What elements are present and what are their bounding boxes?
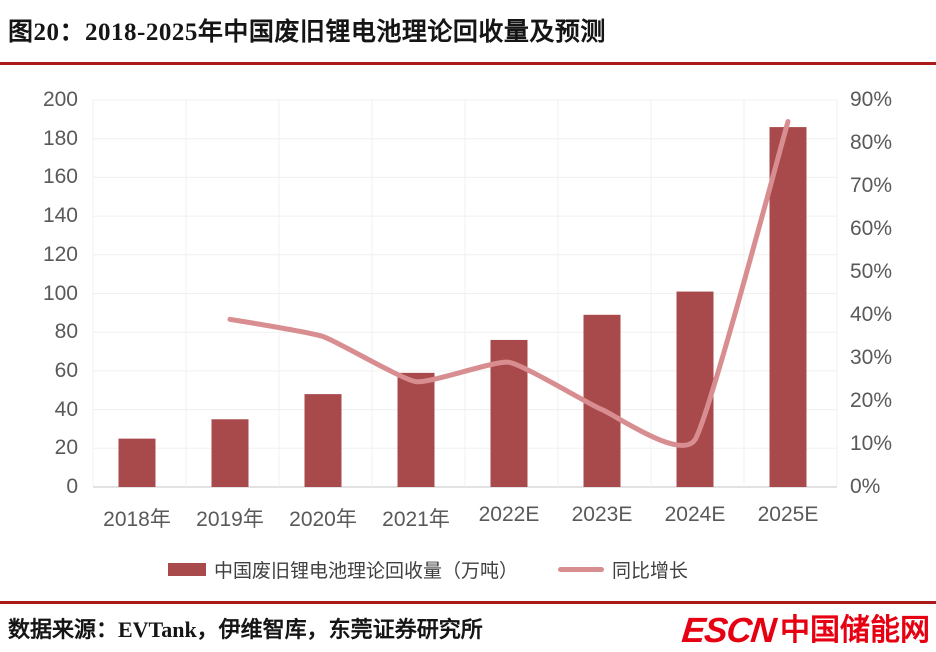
bar-series-swatch bbox=[168, 563, 206, 576]
growth-line bbox=[227, 119, 791, 448]
x-axis-label: 2019年 bbox=[196, 508, 264, 531]
y-axis-right-tick: 40% bbox=[850, 303, 893, 326]
x-axis-label: 2023E bbox=[571, 503, 633, 526]
y-axis-left-tick: 20 bbox=[54, 436, 78, 460]
figure-title: 图20：2018-2025年中国废旧锂电池理论回收量及预测 bbox=[8, 19, 606, 46]
x-axis-label: 2024E bbox=[664, 503, 726, 526]
footer-divider-rule bbox=[0, 601, 936, 604]
y-axis-right-tick: 10% bbox=[850, 432, 893, 455]
y-axis-right-tick: 70% bbox=[850, 174, 893, 197]
y-axis-left-tick: 60 bbox=[54, 358, 78, 382]
bar-2021年 bbox=[397, 372, 435, 487]
y-axis-left-tick: 120 bbox=[42, 242, 78, 266]
y-axis-left-tick: 80 bbox=[54, 320, 78, 344]
bar-2019年 bbox=[211, 419, 249, 487]
bar-2020年 bbox=[304, 394, 342, 487]
escn-logo-cn: 中国储能网 bbox=[780, 614, 930, 647]
line-series-label: 同比增长 bbox=[612, 561, 689, 582]
bar-2025E bbox=[769, 127, 807, 487]
x-axis-label: 2022E bbox=[478, 503, 540, 526]
x-axis-label: 2025E bbox=[757, 503, 819, 526]
y-axis-left-tick: 40 bbox=[54, 397, 78, 421]
data-source-text: 数据来源：EVTank，伊维智库，东莞证券研究所 bbox=[8, 617, 483, 642]
y-axis-left-tick: 160 bbox=[42, 165, 78, 189]
line-series-swatch bbox=[558, 567, 605, 572]
chart-legend: 中国废旧锂电池理论回收量（万吨） 同比增长 bbox=[168, 556, 688, 583]
y-axis-right-tick: 50% bbox=[850, 260, 893, 283]
x-axis-label: 2020年 bbox=[289, 508, 357, 531]
bar-series-label: 中国废旧锂电池理论回收量（万吨） bbox=[214, 561, 519, 582]
y-axis-left-tick: 200 bbox=[42, 88, 78, 111]
y-axis-right-tick: 80% bbox=[850, 131, 893, 154]
bar-2024E bbox=[676, 291, 714, 487]
escn-logo: ESCN中国储能网 bbox=[679, 605, 930, 651]
x-axis-label: 2018年 bbox=[103, 508, 171, 531]
y-axis-right-tick: 30% bbox=[850, 346, 893, 369]
x-axis-label: 2021年 bbox=[382, 508, 450, 531]
y-axis-left-tick: 180 bbox=[42, 126, 78, 150]
y-axis-left-tick: 100 bbox=[42, 281, 78, 305]
y-axis-right-tick: 60% bbox=[850, 217, 893, 240]
y-axis-left-tick: 0 bbox=[66, 475, 78, 498]
bar-2018年 bbox=[118, 438, 156, 487]
title-divider-rule bbox=[0, 62, 936, 65]
y-axis-right-tick: 90% bbox=[850, 88, 893, 111]
y-axis-right-tick: 0% bbox=[850, 475, 881, 498]
y-axis-left-tick: 140 bbox=[42, 204, 78, 228]
escn-logo-en: ESCN bbox=[679, 611, 778, 650]
y-axis-right-tick: 20% bbox=[850, 389, 893, 412]
